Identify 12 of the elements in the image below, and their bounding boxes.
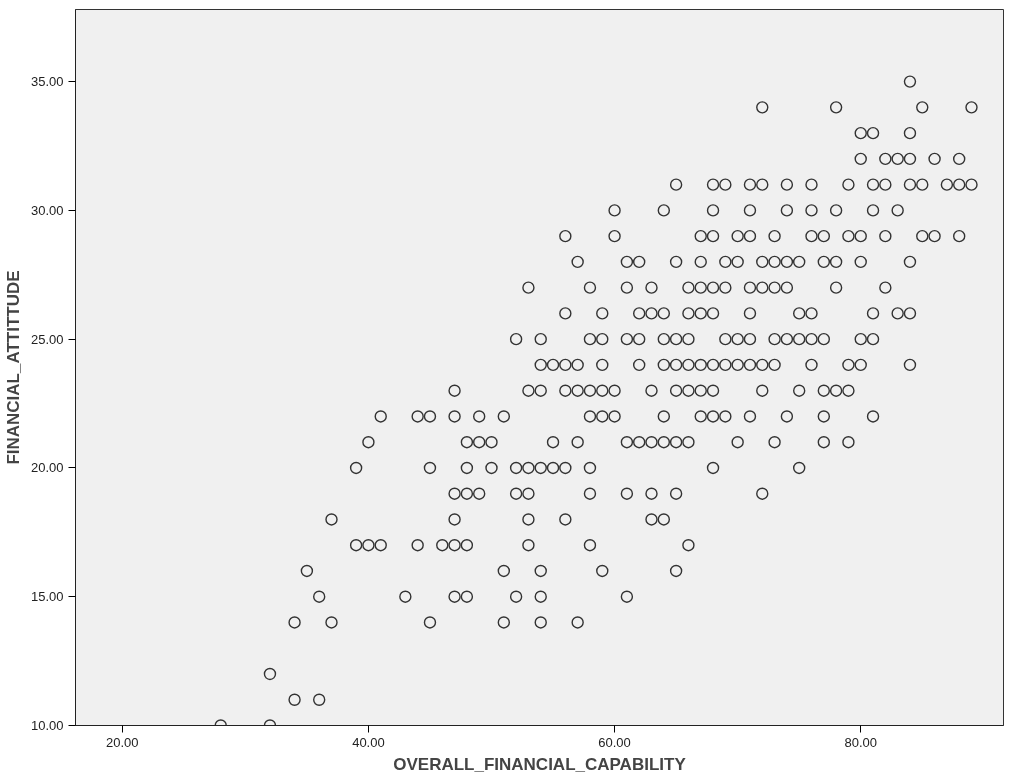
x-tick-label: 20.00 [106,734,139,750]
y-axis-title: FINANCIAL_ATTITTUDE [3,270,23,465]
y-tick-label: 20.00 [30,460,64,476]
y-tick-label: 25.00 [30,331,64,347]
x-tick-label: 60.00 [598,734,631,750]
y-tick-label: 15.00 [30,589,64,605]
x-axis-title: OVERALL_FINANCIAL_CAPABILITY [393,754,687,774]
y-tick-label: 30.00 [30,202,64,218]
x-tick-label: 40.00 [352,734,385,750]
x-tick-label: 80.00 [844,734,878,750]
y-tick-label: 35.00 [30,74,64,90]
y-tick-label: 10.00 [30,718,64,733]
